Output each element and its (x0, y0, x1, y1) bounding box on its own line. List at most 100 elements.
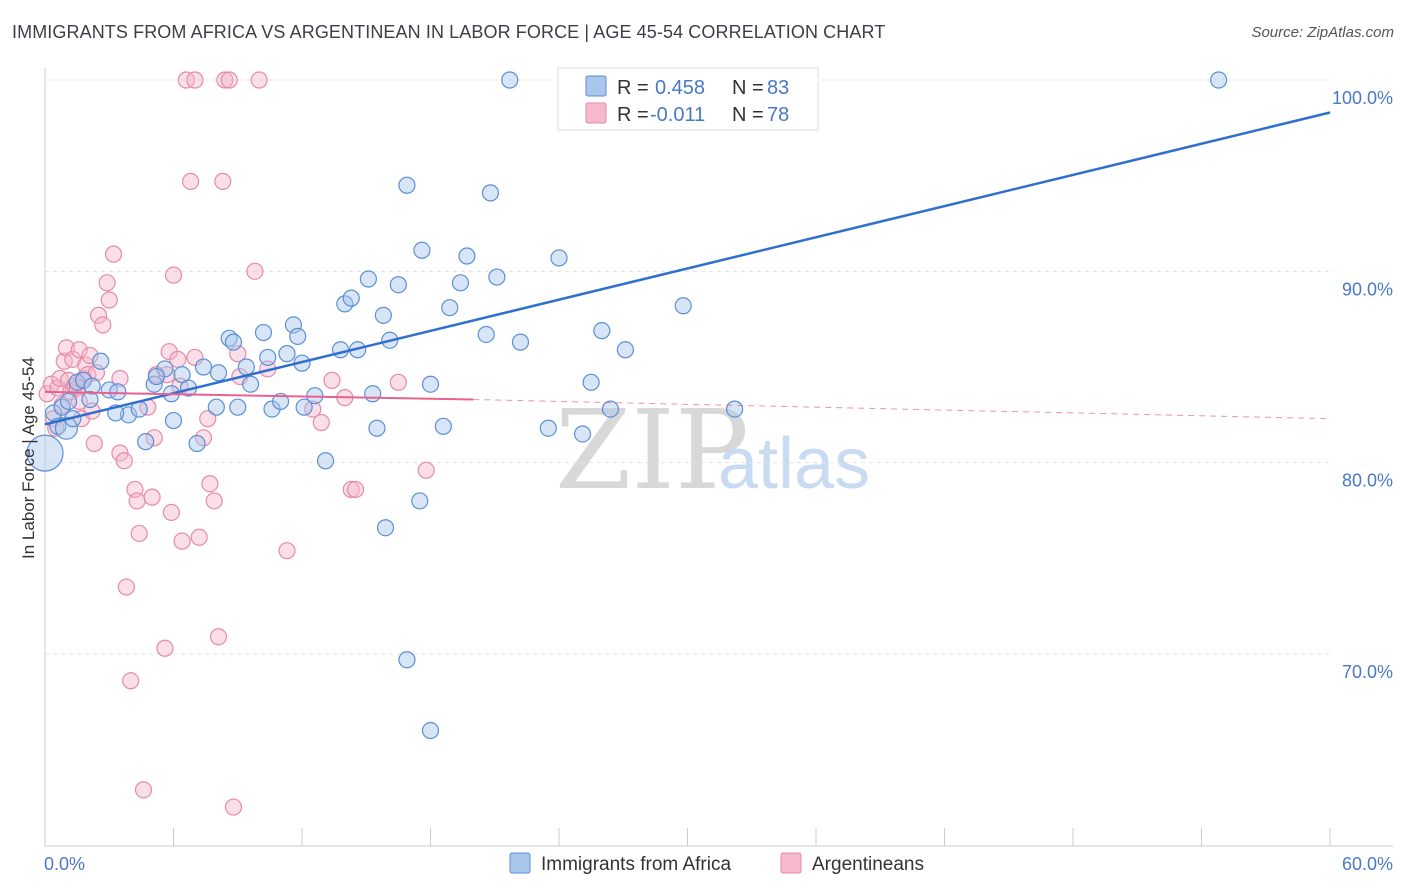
argentineans-point (194, 429, 213, 447)
series-immigrants-from-africa (26, 71, 1228, 740)
immigrants-from-africa-point (376, 519, 395, 537)
immigrants-from-africa-point (331, 341, 350, 359)
immigrants-from-africa-point (92, 352, 110, 370)
argentineans-point (117, 578, 135, 596)
trend-line-immigrants-from-africa (44, 111, 1331, 426)
argentineans-point (89, 306, 108, 324)
immigrants-from-africa-point (336, 295, 354, 313)
argentineans-point (156, 639, 174, 657)
immigrants-from-africa-point (342, 289, 360, 307)
legend-r-label-2: R = (617, 104, 649, 126)
immigrants-from-africa-point (616, 341, 634, 359)
argentineans-point (250, 71, 268, 89)
argentineans-point (94, 316, 112, 334)
y-tick-label: 80.0% (1342, 471, 1393, 491)
legend-swatch-pink (585, 102, 607, 124)
argentineans-point (164, 266, 183, 284)
immigrants-from-africa-point (164, 411, 183, 430)
watermark-atlas: atlas (718, 424, 870, 504)
y-tick-label: 70.0% (1342, 662, 1393, 682)
immigrants-from-africa-point (398, 651, 416, 669)
immigrants-from-africa-point (278, 345, 296, 363)
series-legend: Immigrants from Africa Argentineans (509, 852, 924, 875)
trend-line-argentineans (44, 390, 474, 401)
legend-n-value-1: 83 (767, 77, 789, 99)
argentineans-point (85, 434, 103, 453)
immigrants-from-africa-point (441, 299, 459, 317)
argentineans-point (173, 532, 191, 550)
chart-title: IMMIGRANTS FROM AFRICA VS ARGENTINEAN IN… (12, 22, 886, 42)
immigrants-from-africa-point (229, 398, 247, 416)
argentineans-point (224, 798, 243, 816)
immigrants-from-africa-point (59, 392, 78, 411)
argentineans-point (246, 262, 264, 280)
argentineans-point (216, 71, 234, 89)
x-tick-labels: 0.0% 60.0% (44, 854, 1393, 874)
immigrants-from-africa-point (1210, 71, 1228, 89)
argentineans-point (182, 172, 200, 191)
correlation-legend: R = 0.458 N = 83 R = -0.011 N = 78 (557, 67, 819, 131)
bottom-legend-swatch-pink (780, 852, 802, 874)
argentineans-point (389, 373, 407, 391)
argentineans-point (70, 341, 88, 359)
bottom-legend-swatch-blue (509, 852, 531, 874)
immigrants-from-africa-point (368, 419, 386, 437)
immigrants-from-africa-point (364, 385, 382, 403)
legend-r-value-2: -0.011 (650, 104, 705, 126)
immigrants-from-africa-point (119, 406, 138, 424)
immigrants-from-africa-point (259, 348, 277, 367)
argentineans-point (417, 461, 435, 479)
argentineans-point (145, 429, 163, 447)
immigrants-from-africa-point (458, 247, 476, 265)
immigrants-from-africa-point (511, 333, 530, 351)
argentineans-point (128, 492, 146, 510)
argentineans-point (199, 410, 217, 428)
immigrants-from-africa-point (501, 71, 519, 89)
y-tick-label: 100.0% (1332, 88, 1393, 108)
legend-r-value-1: 0.458 (655, 77, 705, 99)
argentineans-point (162, 503, 180, 522)
series-argentineans (38, 71, 435, 816)
immigrants-from-africa-point (271, 392, 290, 411)
immigrants-from-africa-point (411, 492, 429, 510)
argentineans-point (342, 480, 360, 499)
argentineans-point (201, 475, 219, 493)
argentineans-point (220, 71, 238, 89)
immigrants-from-africa-point (421, 721, 440, 740)
y-tick-labels: 70.0% 80.0% 90.0% 100.0% (1332, 88, 1393, 682)
immigrants-from-africa-point (254, 323, 273, 342)
argentineans-point (81, 346, 99, 365)
immigrants-from-africa-point (413, 241, 431, 259)
argentineans-point (122, 672, 140, 690)
argentineans-point (346, 480, 365, 499)
immigrants-from-africa-point (421, 375, 440, 393)
source-label: Source: ZipAtlas.com (1251, 24, 1394, 41)
immigrants-from-africa-point (209, 364, 228, 382)
immigrants-from-africa-point (224, 333, 243, 351)
immigrants-from-africa-point (573, 425, 592, 443)
bottom-legend-label-1: Immigrants from Africa (541, 854, 731, 875)
legend-n-value-2: 78 (767, 104, 789, 126)
argentineans-point (111, 369, 129, 388)
immigrants-from-africa-point (289, 327, 307, 345)
immigrants-from-africa-point (477, 325, 495, 344)
argentineans-point (143, 488, 161, 506)
immigrants-from-africa-point (539, 419, 557, 437)
argentineans-point (104, 245, 123, 263)
immigrants-from-africa-point (726, 400, 744, 418)
x-tick-label-max: 60.0% (1342, 854, 1393, 874)
immigrants-from-africa-point (147, 367, 165, 386)
argentineans-point (115, 452, 133, 470)
immigrants-from-africa-point (53, 398, 71, 416)
argentineans-point (98, 274, 116, 292)
immigrants-from-africa-point (109, 383, 127, 401)
immigrants-from-africa-point (488, 268, 506, 286)
legend-n-label-2: N = (732, 104, 764, 126)
immigrants-from-africa-point (207, 398, 225, 416)
x-tick-label-min: 0.0% (44, 854, 85, 874)
argentineans-point (38, 385, 56, 403)
argentineans-point (323, 371, 341, 389)
immigrants-from-africa-point (81, 390, 99, 409)
y-axis-title: In Labor Force | Age 45-54 (19, 357, 38, 559)
legend-swatch-blue (585, 75, 607, 97)
